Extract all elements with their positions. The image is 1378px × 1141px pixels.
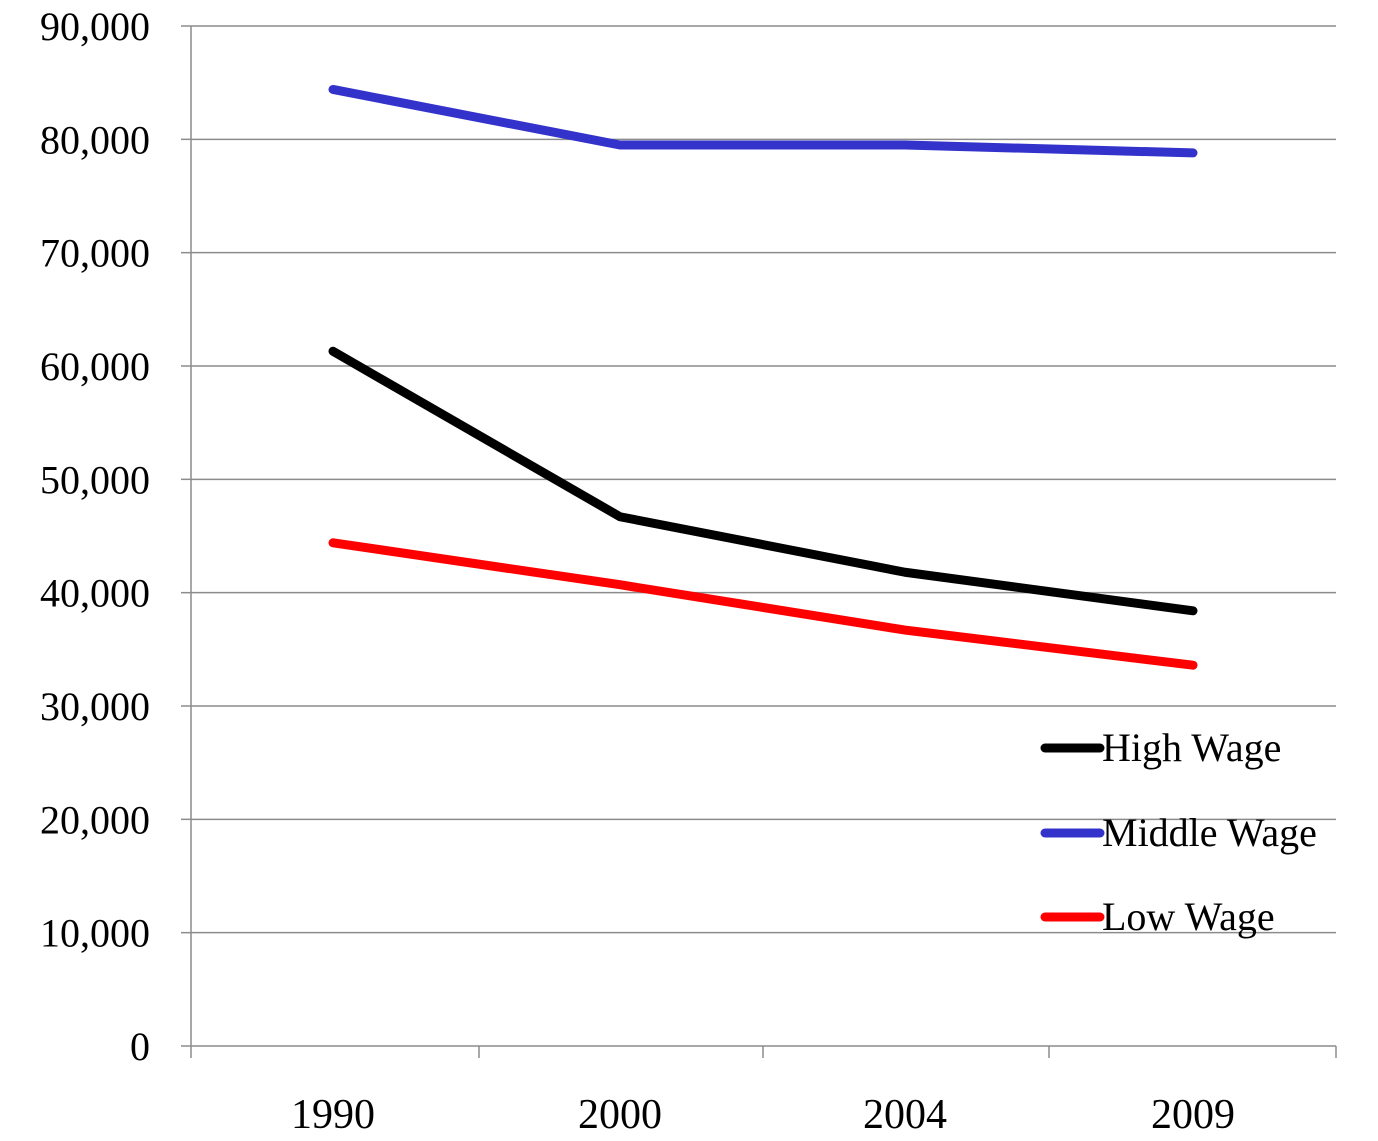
y-axis-tick-labels: 0 10,000 20,000 30,000 40,000 50,000 60,000 70,… — [40, 4, 150, 1069]
x-tick-label: 2000 — [578, 1092, 662, 1136]
axes — [181, 25, 1337, 1058]
y-tick-label: 10,000 — [40, 911, 150, 956]
y-tick-label: 50,000 — [40, 457, 150, 502]
y-tick-label: 90,000 — [40, 4, 150, 49]
y-tick-label: 30,000 — [40, 684, 150, 729]
y-tick-label: 60,000 — [40, 344, 150, 389]
y-tick-label: 0 — [130, 1024, 150, 1069]
gridlines — [191, 25, 1336, 934]
x-tick-label: 1990 — [291, 1092, 375, 1136]
legend-label-middle-wage: Middle Wage — [1102, 810, 1317, 855]
y-tick-label: 80,000 — [40, 117, 150, 162]
legend-label-high-wage: High Wage — [1102, 725, 1281, 770]
series-lines — [328, 84, 1198, 670]
x-axis-tick-labels: 1990 2000 2004 2009 — [291, 1092, 1235, 1138]
y-tick-label: 20,000 — [40, 797, 150, 842]
legend-label-low-wage: Low Wage — [1102, 894, 1275, 939]
series-line-middle-wage — [328, 84, 1198, 158]
legend: High Wage Middle Wage Low Wage — [1040, 725, 1317, 939]
series-line-high-wage — [328, 346, 1198, 616]
y-tick-label: 40,000 — [40, 571, 150, 616]
x-tick-label: 2009 — [1151, 1092, 1235, 1136]
series-line-low-wage — [328, 538, 1198, 670]
x-tick-label: 2004 — [863, 1092, 947, 1136]
y-tick-label: 70,000 — [40, 231, 150, 276]
